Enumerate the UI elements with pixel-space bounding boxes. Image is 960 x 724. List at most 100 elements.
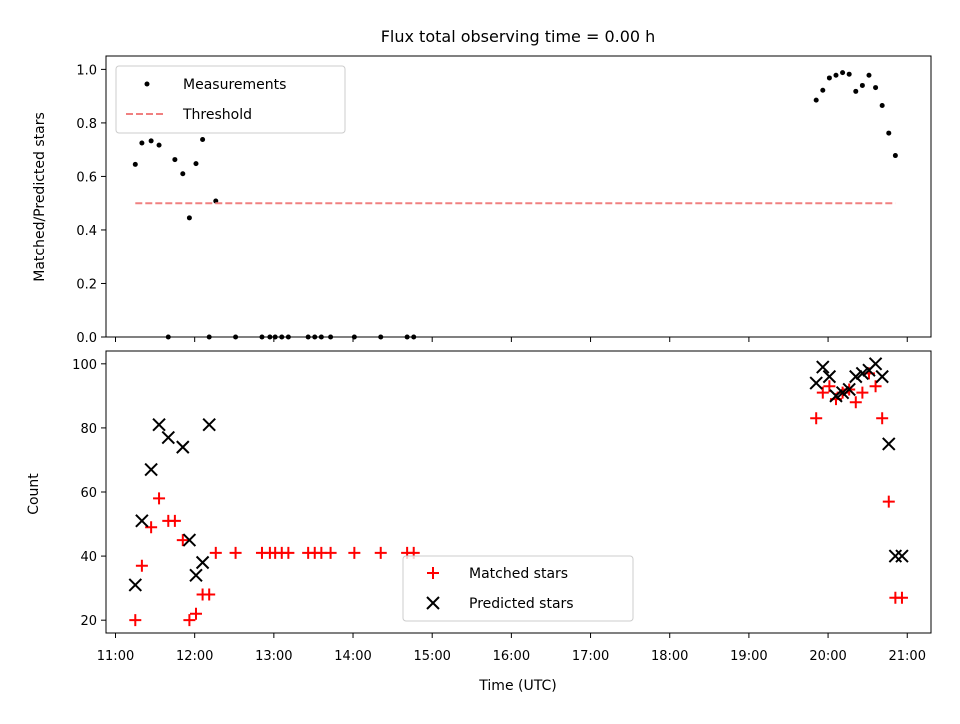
top-y-tick-label: 0.8 [76, 117, 97, 132]
bottom-legend: Matched stars Predicted stars [402, 555, 634, 622]
top-measurements-point [193, 161, 199, 167]
top-measurements-point [840, 70, 846, 76]
bottom-matched-stars-point [229, 546, 242, 559]
bottom-matched-stars-point [374, 546, 387, 559]
bottom-x-tick-label: 16:00 [493, 649, 530, 664]
bottom-predicted-stars-point [128, 578, 143, 592]
bottom-predicted-stars-point [895, 549, 909, 563]
top-chart-title: Flux total observing time = 0.00 h [381, 27, 656, 46]
top-measurements-point [200, 136, 206, 142]
bottom-matched-stars-point [135, 559, 148, 572]
bottom-predicted-stars-point [816, 360, 830, 374]
top-axes-frame [105, 55, 932, 338]
legend-label-predicted: Predicted stars [469, 596, 574, 612]
bottom-matched-stars-point [810, 412, 823, 425]
bottom-matched-stars-point [203, 588, 216, 601]
bottom-matched-stars-point [895, 591, 908, 604]
bottom-matched-stars-point [869, 380, 882, 393]
bottom-predicted-stars-point [829, 389, 843, 403]
bottom-x-tick-label: 18:00 [651, 649, 688, 664]
bottom-predicted-stars-point [189, 568, 203, 583]
bottom-matched-stars-point [183, 614, 196, 627]
bottom-matched-stars-point [153, 492, 166, 505]
bottom-legend-box [402, 555, 634, 622]
bottom-predicted-stars-point [855, 366, 870, 381]
top-measurements-point [859, 82, 865, 88]
bottom-matched-stars-point [348, 546, 361, 559]
top-legend: Measurements Threshold [115, 65, 346, 134]
bottom-predicted-stars-point [875, 369, 889, 384]
bottom-x-tick-label: 20:00 [809, 649, 846, 664]
bottom-y-tick-label: 100 [72, 358, 97, 373]
top-y-tick-label: 0.4 [76, 224, 97, 239]
bottom-predicted-stars-point [182, 533, 197, 547]
legend-marker-measurements [144, 81, 150, 87]
legend-marker-matched [427, 567, 439, 579]
top-measurements-point [813, 97, 819, 103]
top-measurements-point [826, 75, 832, 81]
legend-marker-predicted [426, 596, 440, 610]
bottom-x-tick-label: 17:00 [572, 649, 609, 664]
bottom-predicted-stars-point [161, 430, 175, 445]
bottom-matched-stars-point [176, 534, 189, 547]
bottom-predicted-stars-point [868, 357, 883, 371]
bottom-predicted-stars-point [882, 437, 896, 451]
top-measurements-point [172, 157, 178, 163]
top-y-tick-label: 0.6 [76, 170, 97, 185]
bottom-matched-stars-point [816, 386, 829, 399]
top-y-axis-label: Matched/Predicted stars [32, 112, 48, 282]
bottom-x-tick-label: 12:00 [176, 649, 213, 664]
bottom-y-tick-label: 60 [80, 486, 97, 501]
bottom-x-tick-label: 13:00 [255, 649, 292, 664]
top-measurements-point [846, 71, 852, 77]
legend-label-measurements: Measurements [183, 77, 286, 93]
top-y-tick-label: 1.0 [76, 63, 97, 78]
bottom-predicted-stars-point [195, 555, 210, 570]
bottom-predicted-stars-point [849, 369, 863, 384]
bottom-matched-stars-point [129, 614, 142, 627]
top-measurements-point [186, 215, 192, 221]
bottom-matched-stars-point [823, 380, 836, 393]
bottom-x-tick-label: 21:00 [889, 649, 926, 664]
bottom-y-tick-label: 80 [80, 422, 97, 437]
bottom-x-tick-label: 14:00 [334, 649, 371, 664]
top-measurements-point [892, 153, 898, 159]
top-measurements-point [879, 103, 885, 109]
top-legend-box [115, 65, 346, 134]
bottom-matched-stars-point [168, 514, 181, 527]
top-measurements-point [873, 85, 879, 91]
bottom-predicted-stars-point [144, 462, 158, 477]
bottom-matched-stars-point [282, 546, 295, 559]
top-measurements-point [853, 88, 859, 94]
bottom-predicted-stars-point [809, 376, 823, 390]
bottom-matched-stars-point [189, 607, 202, 620]
legend-label-threshold: Threshold [182, 107, 252, 123]
top-measurements-point [180, 171, 186, 177]
bottom-matched-stars-point [882, 495, 895, 508]
bottom-y-axis-label: Count [26, 473, 42, 515]
bottom-predicted-stars-point [135, 514, 149, 528]
bottom-matched-stars-point [849, 396, 862, 409]
top-measurements-point [132, 161, 138, 167]
top-measurements-point [139, 140, 145, 146]
top-measurements-point [820, 87, 826, 93]
legend-label-matched: Matched stars [469, 566, 568, 582]
bottom-y-tick-label: 40 [80, 550, 97, 565]
bottom-matched-stars-point [856, 386, 869, 399]
bottom-predicted-stars-point [202, 417, 216, 432]
bottom-matched-stars-point [876, 412, 889, 425]
bottom-predicted-stars-point [176, 440, 190, 454]
top-y-tick-label: 0.0 [76, 331, 97, 346]
bottom-x-tick-label: 19:00 [730, 649, 767, 664]
bottom-matched-stars-point [209, 546, 222, 559]
bottom-matched-stars-point [324, 546, 337, 559]
bottom-predicted-stars-point [842, 382, 856, 397]
bottom-y-tick-label: 20 [80, 614, 97, 629]
top-measurements-point [148, 138, 154, 144]
bottom-predicted-stars-point [835, 385, 850, 400]
bottom-x-tick-label: 11:00 [97, 649, 134, 664]
top-measurements-point [866, 72, 872, 78]
top-plot-area: 0.0 0.2 0.4 0.6 0.8 1.0 [76, 55, 932, 346]
top-measurements-point [833, 72, 839, 78]
